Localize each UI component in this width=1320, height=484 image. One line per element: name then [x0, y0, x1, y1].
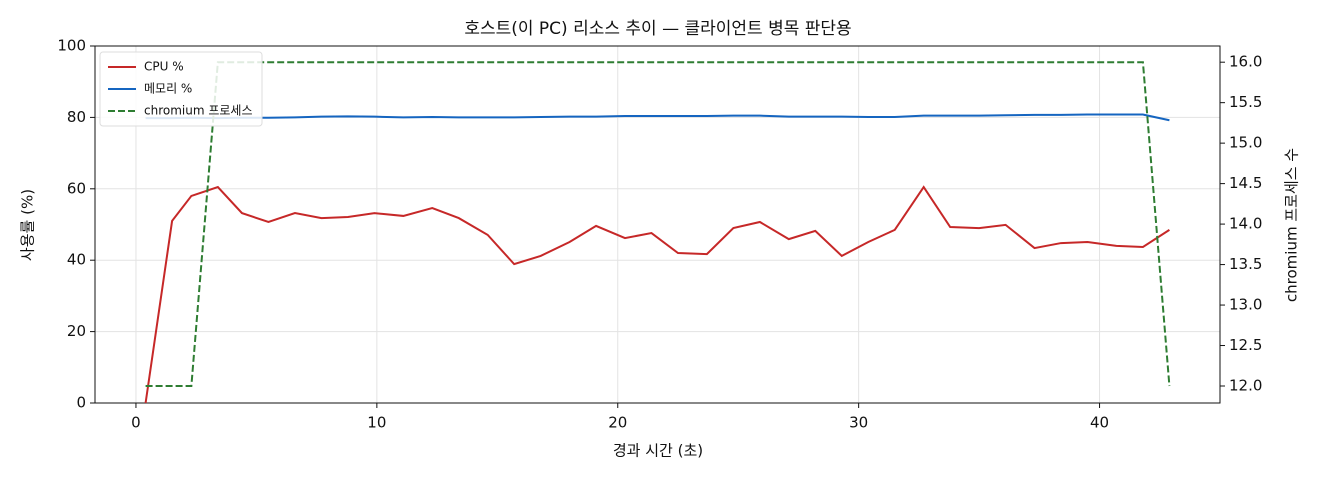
y2-tick-label: 12.5: [1229, 336, 1262, 354]
y2-tick-label: 15.5: [1229, 93, 1262, 111]
plot-frame: [94, 45, 1221, 404]
series-line: [145, 113, 1170, 122]
x-tick-label: 30: [849, 414, 868, 432]
y-tick-label: 40: [67, 251, 86, 269]
y2-tick-label: 13.5: [1229, 255, 1262, 273]
series-line: [144, 185, 1170, 404]
y2-tick-label: 16.0: [1229, 53, 1262, 71]
y-tick-label: 0: [76, 394, 86, 412]
x-tick-label: 20: [608, 414, 627, 432]
y2-tick-label: 12.0: [1229, 377, 1262, 395]
x-axis-label: 경과 시간 (초): [613, 442, 703, 460]
legend-label: 메모리 %: [144, 82, 192, 96]
y2-tick-label: 13.0: [1229, 296, 1262, 314]
y-tick-label: 20: [67, 322, 86, 340]
y-tick-label: 100: [57, 37, 86, 55]
series-line: [145, 61, 1171, 387]
y2-tick-label: 14.5: [1229, 174, 1262, 192]
x-tick-label: 0: [131, 414, 141, 432]
y2-tick-label: 15.0: [1229, 134, 1262, 152]
x-tick-label: 40: [1090, 414, 1109, 432]
y2-axis-label: chromium 프로세스 수: [1283, 148, 1301, 302]
x-tick-label: 10: [367, 414, 386, 432]
chart-title: 호스트(이 PC) 리소스 추이 — 클라이언트 병목 판단용: [464, 19, 851, 39]
legend-label: CPU %: [144, 60, 184, 74]
legend-label: chromium 프로세스: [144, 104, 253, 118]
legend-box: [99, 51, 263, 127]
y-axis-label: 사용률 (%): [19, 189, 37, 261]
y-tick-label: 80: [67, 108, 86, 126]
y2-tick-label: 14.0: [1229, 215, 1262, 233]
y-tick-label: 60: [67, 179, 86, 197]
